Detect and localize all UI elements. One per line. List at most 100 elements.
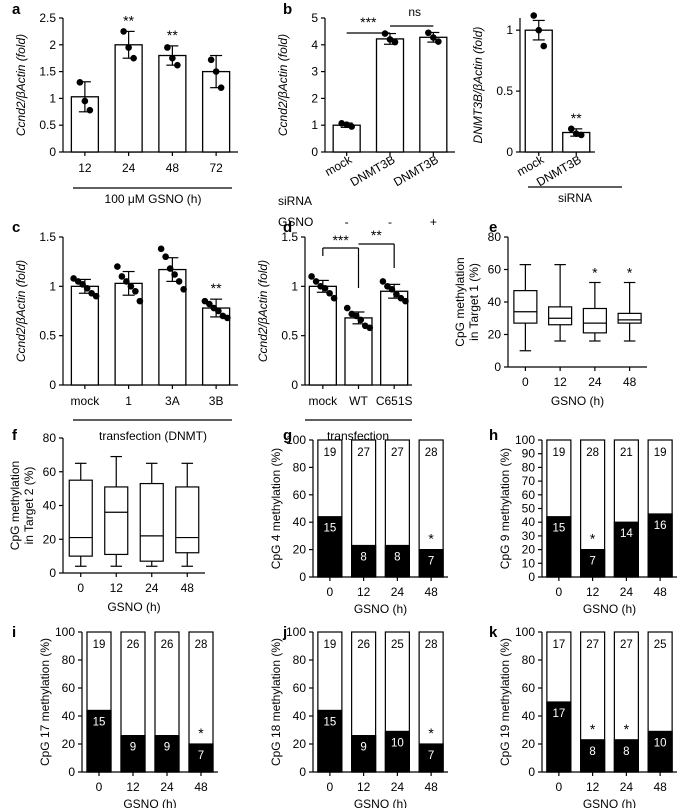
- box: [104, 486, 129, 556]
- unmethylated-count: 28: [425, 639, 438, 651]
- y-tick-label: 90: [522, 447, 536, 461]
- y-tick-label: 40: [522, 709, 536, 723]
- x-tick-label: 12: [553, 375, 567, 389]
- panel-e: e 0 20 40 60 80 0 12 24 * 48 * GSNO (h) CpG methylati…: [453, 219, 647, 408]
- methylated-count: 8: [589, 746, 595, 758]
- x-tick-label: 24: [588, 375, 602, 389]
- y-axis-title: CpG methylation: [453, 257, 467, 346]
- y-tick-label: 50: [522, 502, 536, 516]
- x-tick-label: 24: [160, 780, 174, 794]
- data-point: [130, 54, 137, 62]
- bar: [380, 290, 409, 386]
- y-tick-label: 20: [488, 328, 502, 342]
- x-axis-title: GSNO (h): [551, 394, 604, 408]
- data-point: [326, 289, 333, 297]
- x-axis-title: GSNO (h): [583, 602, 636, 616]
- x-tick-label: 3A: [165, 394, 180, 408]
- significance-mark: **: [167, 27, 178, 43]
- data-point: [391, 38, 399, 46]
- y-tick-label: 20: [293, 543, 307, 557]
- unmethylated-count: 27: [391, 447, 404, 459]
- data-point: [308, 273, 315, 280]
- bar: [114, 44, 143, 153]
- methylated-count: 10: [391, 737, 404, 749]
- unmethylated-count: 26: [357, 639, 370, 651]
- row-label: siRNA: [278, 194, 312, 208]
- data-point: [118, 273, 126, 280]
- panel-label: a: [12, 1, 21, 18]
- bar: [419, 36, 448, 153]
- box: [513, 290, 538, 324]
- x-axis-title: GSNO (h): [583, 797, 636, 808]
- x-tick-label: 48: [181, 581, 195, 595]
- unmethylated-count: 28: [425, 447, 438, 459]
- y-tick-label: 80: [522, 460, 536, 474]
- unmethylated-count: 19: [552, 447, 565, 459]
- x-tick-label: 1: [125, 394, 132, 408]
- x-tick-label: 24: [122, 161, 136, 175]
- data-point: [430, 34, 437, 41]
- methylated-segment: [546, 516, 572, 578]
- y-tick-label: 40: [293, 515, 307, 529]
- y-tick-label: 0: [299, 570, 306, 584]
- y-tick-label: 0: [311, 145, 318, 159]
- y-tick-label: 1: [506, 23, 513, 37]
- y-axis-title: CpG 17 methylation (%): [38, 638, 52, 766]
- data-point: [136, 297, 144, 305]
- panel-label: j: [282, 624, 287, 641]
- panel-f: f 0 20 40 60 80 0 12 24 48 GSNO (h) CpG methylation…: [8, 427, 205, 614]
- data-point: [388, 285, 396, 293]
- group-bracket-a: 100 μM GSNO (h): [73, 187, 232, 206]
- data-point: [132, 287, 139, 295]
- x-tick-label: 12: [586, 780, 600, 794]
- methylated-segment: [317, 709, 343, 773]
- x-tick-label: 24: [391, 780, 405, 794]
- data-point: [123, 278, 130, 285]
- data-point: [125, 44, 132, 51]
- methylated-segment: [613, 521, 639, 578]
- data-point: [357, 316, 365, 324]
- y-tick-label: 40: [293, 709, 307, 723]
- x-tick-label: 48: [194, 780, 208, 794]
- data-point: [540, 42, 548, 50]
- panel-label: f: [12, 427, 18, 444]
- data-point: [175, 278, 183, 285]
- y-tick-label: 40: [522, 515, 536, 529]
- y-tick-label: 0: [528, 765, 535, 779]
- significance-mark: *: [590, 531, 596, 547]
- y-axis-title: CpG 4 methylation (%): [269, 448, 283, 569]
- methylated-count: 15: [93, 716, 106, 728]
- data-point: [348, 123, 355, 130]
- data-point: [330, 294, 338, 302]
- box: [175, 486, 200, 554]
- y-tick-label: 80: [522, 653, 536, 667]
- panel-label: e: [489, 219, 497, 236]
- y-tick-label: 0: [506, 145, 513, 159]
- panel-d: d 0 0.5 1 1.5 mock WT C651S Ccnd2/βActin (fold): [256, 219, 413, 408]
- methylated-count: 7: [428, 750, 434, 762]
- box: [68, 479, 93, 557]
- x-tick-label: mock: [71, 394, 101, 408]
- x-tick-label: 48: [424, 585, 438, 599]
- methylated-count: 9: [164, 742, 170, 754]
- significance-mark: *: [590, 721, 596, 737]
- x-tick-label: 0: [327, 585, 334, 599]
- box: [617, 312, 642, 324]
- significance-mark: *: [198, 725, 204, 741]
- methylated-count: 9: [360, 742, 366, 754]
- x-tick-label: 0: [327, 780, 334, 794]
- x-tick-label: 48: [623, 375, 637, 389]
- unmethylated-count: 25: [654, 639, 667, 651]
- y-axis-title: CpG methylation: [8, 461, 22, 550]
- data-point: [321, 285, 329, 292]
- data-point: [343, 121, 350, 128]
- panel-label: k: [489, 624, 498, 641]
- y-axis-title: Ccnd2/βActin (fold): [14, 260, 28, 362]
- data-point: [312, 278, 320, 285]
- panel-g: g 0 20 40 60 80 100 19 15 0 27 8 12 27 8 24 28 7 * 48 GSNO (…: [269, 427, 448, 616]
- significance-mark: *: [624, 721, 630, 737]
- y-tick-label: 100: [286, 625, 306, 639]
- y-tick-label: 0: [299, 765, 306, 779]
- unmethylated-count: 19: [93, 639, 106, 651]
- y-tick-label: 1.5: [39, 230, 56, 244]
